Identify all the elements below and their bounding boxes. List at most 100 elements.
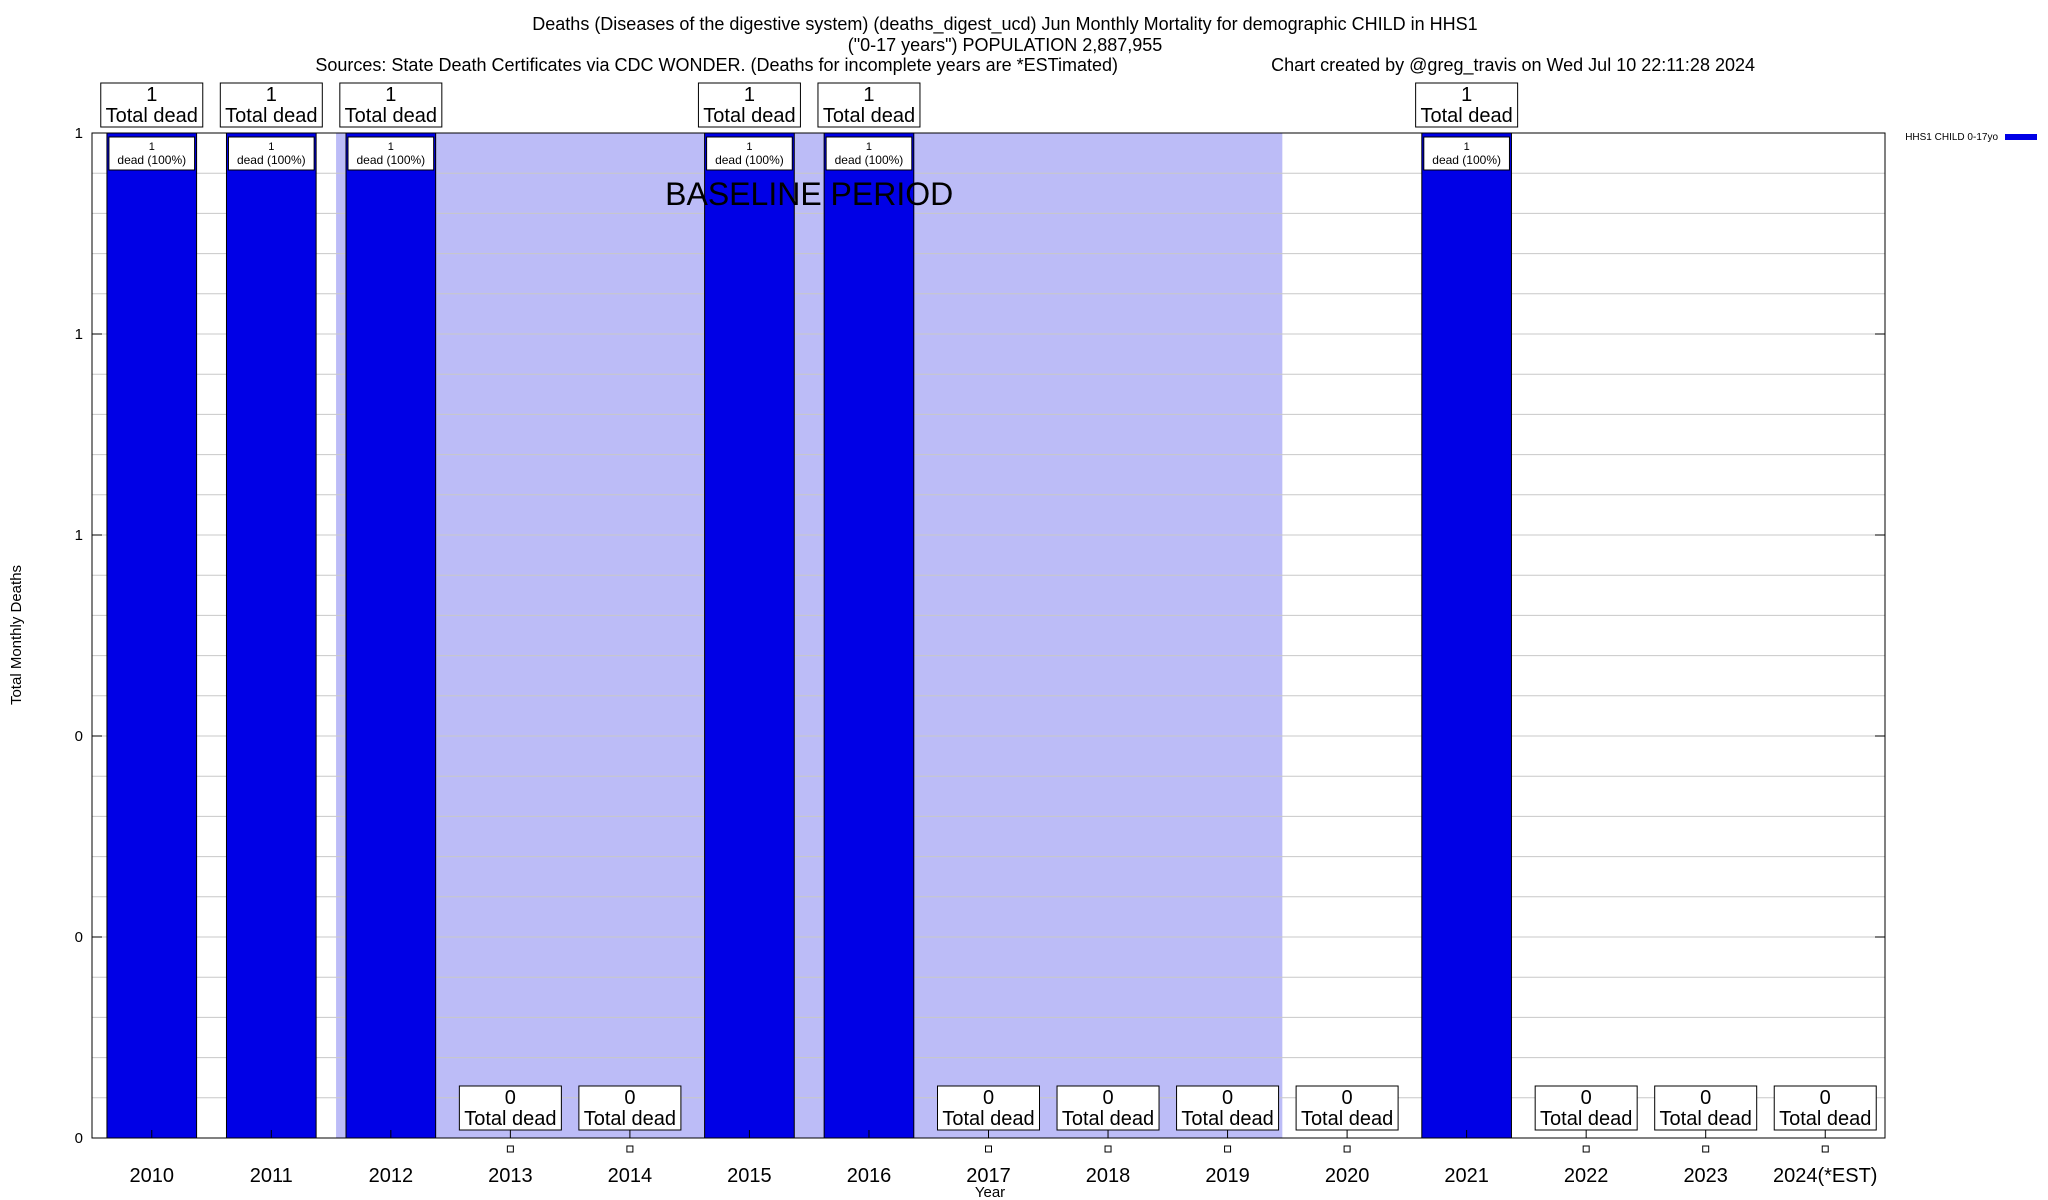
bar-inner-label-box <box>825 136 913 171</box>
total-value: 0 <box>624 1087 635 1109</box>
total-value: 0 <box>1700 1087 1711 1109</box>
total-label-box <box>1176 1085 1280 1131</box>
x-tick-label: 2015 <box>727 1165 772 1187</box>
total-label-box <box>219 82 323 128</box>
zero-marker <box>1702 1145 1710 1153</box>
legend-swatch <box>2005 134 2037 140</box>
total-label: Total dead <box>823 105 915 127</box>
bar-inner-label-box <box>108 136 196 171</box>
total-label-box <box>1295 1085 1399 1131</box>
y-tick-label: 1 <box>75 125 83 142</box>
total-label-box <box>1534 1085 1638 1131</box>
bar-inner-value: 1 <box>268 141 274 153</box>
y-tick-label: 0 <box>75 728 83 745</box>
zero-marker <box>626 1145 634 1153</box>
bar-inner-label-box <box>706 136 793 171</box>
total-label: Total dead <box>345 105 437 127</box>
total-label: Total dead <box>1420 105 1512 127</box>
total-label: Total dead <box>225 105 317 127</box>
bar-inner-label-box <box>347 136 435 171</box>
zero-marker <box>1343 1145 1351 1153</box>
total-label-box <box>817 82 921 128</box>
zero-marker <box>1104 1145 1112 1153</box>
x-tick-label: 2021 <box>1444 1165 1489 1187</box>
x-tick-label: 2018 <box>1086 1165 1131 1187</box>
total-value: 0 <box>1820 1087 1831 1109</box>
bar-inner-value: 1 <box>388 141 394 153</box>
bar <box>225 132 317 1139</box>
total-label: Total dead <box>464 1108 556 1130</box>
x-tick-label: 2019 <box>1205 1165 1250 1187</box>
total-label-box <box>1654 1085 1758 1131</box>
total-value: 0 <box>983 1087 994 1109</box>
zero-marker <box>985 1145 992 1153</box>
bar-inner-value: 1 <box>149 141 155 153</box>
total-value: 0 <box>1102 1087 1113 1109</box>
total-label: Total dead <box>1540 1108 1632 1130</box>
bar <box>106 132 198 1139</box>
zero-marker <box>1224 1145 1232 1153</box>
bar-inner-value: 1 <box>1464 141 1470 153</box>
total-value: 0 <box>1342 1087 1353 1109</box>
chart-title-line-2: ("0-17 years") POPULATION 2,887,955 <box>848 35 1163 55</box>
x-tick-label: 2017 <box>966 1165 1011 1187</box>
bar <box>823 132 915 1139</box>
total-label: Total dead <box>1062 1108 1154 1130</box>
chart-title-line-1: Deaths (Diseases of the digestive system… <box>532 14 1477 35</box>
total-value: 1 <box>385 84 396 106</box>
total-value: 0 <box>1222 1087 1233 1109</box>
bar-inner-percent: dead (100%) <box>237 153 306 167</box>
total-label-box <box>339 82 443 128</box>
bar-inner-percent: dead (100%) <box>356 153 425 167</box>
total-value: 1 <box>1461 84 1472 106</box>
total-label: Total dead <box>106 105 198 127</box>
bar <box>345 132 437 1139</box>
y-tick-label: 1 <box>75 326 83 343</box>
x-tick-label: 2013 <box>488 1165 533 1187</box>
bar <box>704 132 795 1139</box>
y-tick-label: 0 <box>75 929 83 946</box>
bar-inner-label-box <box>1423 136 1510 171</box>
bar-inner-percent: dead (100%) <box>835 153 904 167</box>
total-label: Total dead <box>1660 1108 1752 1130</box>
total-label: Total dead <box>942 1108 1034 1130</box>
zero-marker <box>1582 1145 1590 1153</box>
bar <box>1421 132 1512 1139</box>
bar-inner-label-box <box>227 136 315 171</box>
total-label: Total dead <box>1181 1108 1273 1130</box>
x-axis-title: Year <box>975 1184 1005 1200</box>
total-label-box <box>578 1085 682 1131</box>
y-tick-label: 1 <box>75 527 83 544</box>
x-tick-label: 2023 <box>1683 1165 1728 1187</box>
x-tick-label: 2016 <box>847 1165 892 1187</box>
total-value: 1 <box>744 84 755 106</box>
x-tick-label: 2024(*EST) <box>1773 1165 1878 1187</box>
chart-sources: Sources: State Death Certificates via CD… <box>315 55 1118 75</box>
total-label-box <box>1415 82 1519 128</box>
x-tick-label: 2014 <box>608 1165 653 1187</box>
total-label-box <box>697 82 801 128</box>
bar-inner-percent: dead (100%) <box>1432 153 1501 167</box>
bar-inner-percent: dead (100%) <box>715 153 784 167</box>
total-label-box <box>100 82 204 128</box>
zero-marker <box>506 1145 514 1153</box>
baseline-label: BASELINE PERIOD <box>665 176 953 212</box>
chart-created: Chart created by @greg_travis on Wed Jul… <box>1271 55 1755 76</box>
total-value: 1 <box>863 84 874 106</box>
total-label-box <box>1056 1085 1160 1131</box>
total-value: 0 <box>505 1087 516 1109</box>
bar-inner-value: 1 <box>866 141 872 153</box>
total-value: 1 <box>266 84 277 106</box>
total-label: Total dead <box>1301 1108 1393 1130</box>
x-tick-label: 2022 <box>1564 1165 1609 1187</box>
baseline-region <box>336 133 1283 1138</box>
legend-label: HHS1 CHILD 0-17yo <box>1905 132 1998 143</box>
total-label: Total dead <box>1779 1108 1871 1130</box>
total-label: Total dead <box>584 1108 676 1130</box>
zero-marker <box>1821 1145 1829 1153</box>
x-tick-label: 2010 <box>130 1165 175 1187</box>
total-value: 0 <box>1581 1087 1592 1109</box>
y-tick-label: 0 <box>75 1130 83 1147</box>
total-label-box <box>1773 1085 1877 1131</box>
